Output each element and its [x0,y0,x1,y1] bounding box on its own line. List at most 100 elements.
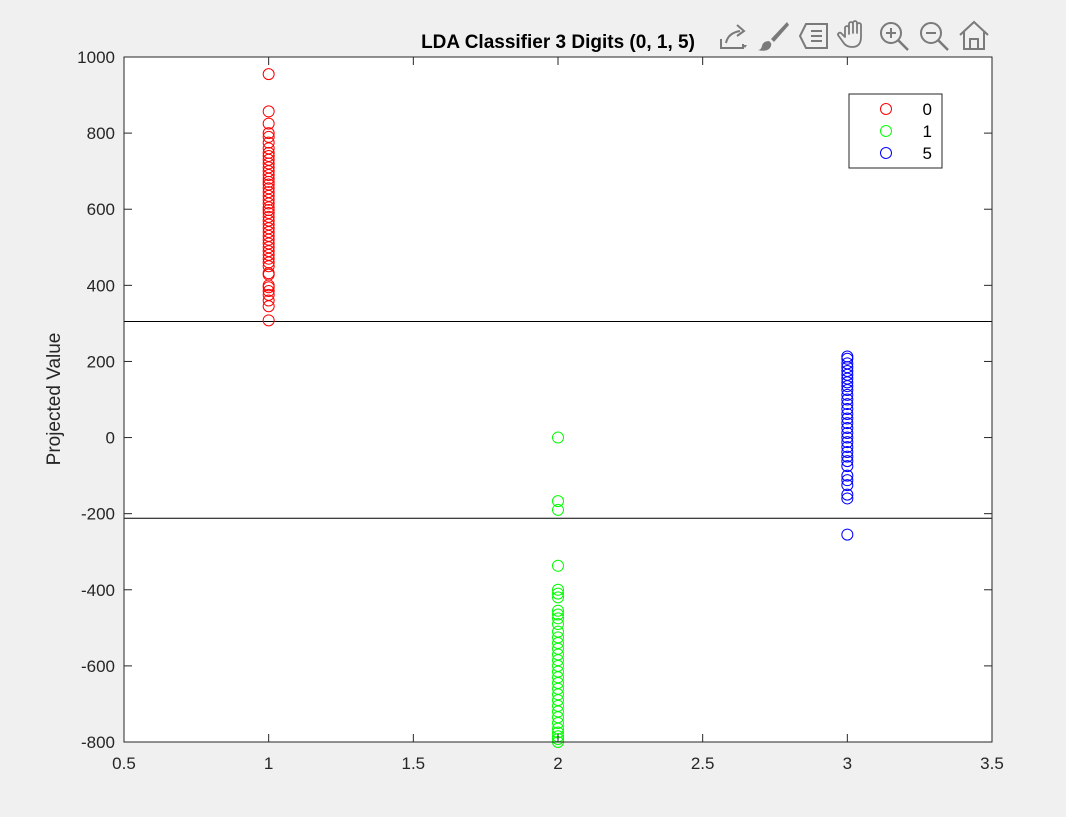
data-point-series-5 [841,426,854,439]
y-tick-label: 800 [87,124,115,143]
data-point-series-0 [262,260,275,273]
data-point-series-5 [841,460,854,473]
y-tick-label: -600 [81,657,115,676]
data-point-series-0 [262,175,275,188]
data-point-series-0 [262,68,275,81]
y-tick-label: 400 [87,276,115,295]
datatip-icon [798,23,828,49]
data-point-series-5 [841,383,854,396]
data-point-series-0 [262,105,275,118]
axes-background [124,57,992,742]
data-point-series-5 [841,393,854,406]
home-button[interactable] [954,16,994,56]
x-tick-label: 3 [843,754,852,773]
x-tick-label: 1.5 [402,754,426,773]
zoom-in-icon [880,22,909,51]
data-point-series-1 [552,559,564,572]
brush-button[interactable] [754,16,794,56]
data-point-series-0 [262,127,275,140]
data-point-series-0 [262,201,275,214]
data-point-series-5 [841,436,854,449]
data-point-series-5 [841,441,854,454]
y-tick-label: -400 [81,581,115,600]
data-point-series-1 [552,495,564,508]
data-point-series-0 [262,172,275,185]
data-point-series-0 [262,300,275,313]
legend-marker-1 [880,125,892,137]
home-icon [959,20,989,50]
legend-marker-5 [880,147,892,159]
data-point-series-1 [552,604,564,617]
data-point-series-5 [841,446,854,459]
x-tick-label: 2.5 [691,754,715,773]
pan-icon [837,20,862,48]
legend-label-5: 5 [923,144,932,163]
y-tick-label: -200 [81,505,115,524]
data-point-series-1 [552,503,564,516]
export-button[interactable] [714,16,754,56]
axes-toolbar [714,16,994,56]
x-tick-label: 0.5 [112,754,136,773]
data-point-series-0 [262,136,275,149]
data-point-series-1 [552,732,564,745]
data-point-series-5 [841,469,854,482]
y-tick-label: 600 [87,200,115,219]
data-point-series-5 [841,431,854,444]
data-point-series-0 [262,193,275,206]
legend-box [848,93,943,169]
data-point-series-5 [841,474,854,487]
zoom-out-icon [920,22,949,51]
y-tick-label: 0 [106,429,115,448]
data-point-series-0 [262,294,275,307]
data-point-series-0 [262,197,275,210]
datatip-button[interactable] [794,16,834,56]
data-point-series-5 [841,479,854,492]
zoom-out-button[interactable] [914,16,954,56]
data-point-series-0 [262,285,275,298]
legend[interactable]: 0 1 5 [848,93,943,169]
data-point-series-5 [841,422,854,435]
data-point-series-5 [841,352,854,365]
y-axis-label: Projected Value [44,333,65,466]
data-point-series-0 [262,252,275,265]
data-point-series-0 [262,117,275,130]
data-point-series-5 [841,403,854,416]
data-point-series-5 [841,488,854,501]
zoom-in-button[interactable] [874,16,914,56]
x-tick-label: 3.5 [980,754,1004,773]
export-icon [720,24,747,49]
data-point-series-1 [552,612,564,625]
legend-marker-0 [880,103,892,115]
data-point-series-0 [262,281,275,294]
data-point-series-5 [841,492,854,505]
data-point-series-5 [841,398,854,411]
legend-label-1: 1 [923,122,932,141]
y-tick-label: -800 [81,733,115,752]
data-point-series-1 [552,431,564,444]
data-point-series-1 [552,618,564,631]
data-point-series-5 [841,450,854,463]
data-point-series-5 [841,388,854,401]
data-point-series-0 [262,314,275,327]
data-point-series-5 [841,376,854,389]
data-point-series-5 [841,455,854,468]
data-point-series-1 [552,591,564,604]
x-tick-label: 1 [264,754,273,773]
data-point-series-0 [262,168,275,181]
y-tick-label: 200 [87,352,115,371]
data-point-series-5 [841,380,854,393]
y-tick-label: 1000 [77,48,115,67]
data-point-series-1 [552,587,564,600]
axes-box [123,56,993,743]
data-point-series-5 [841,528,854,541]
pan-button[interactable] [834,16,874,56]
data-point-series-1 [552,608,564,621]
data-point-series-1 [552,716,564,729]
data-point-series-1 [552,583,564,596]
data-point-series-5 [841,412,854,425]
data-point-series-5 [841,417,854,430]
brush-icon [758,22,789,51]
x-tick-label: 2 [553,754,562,773]
